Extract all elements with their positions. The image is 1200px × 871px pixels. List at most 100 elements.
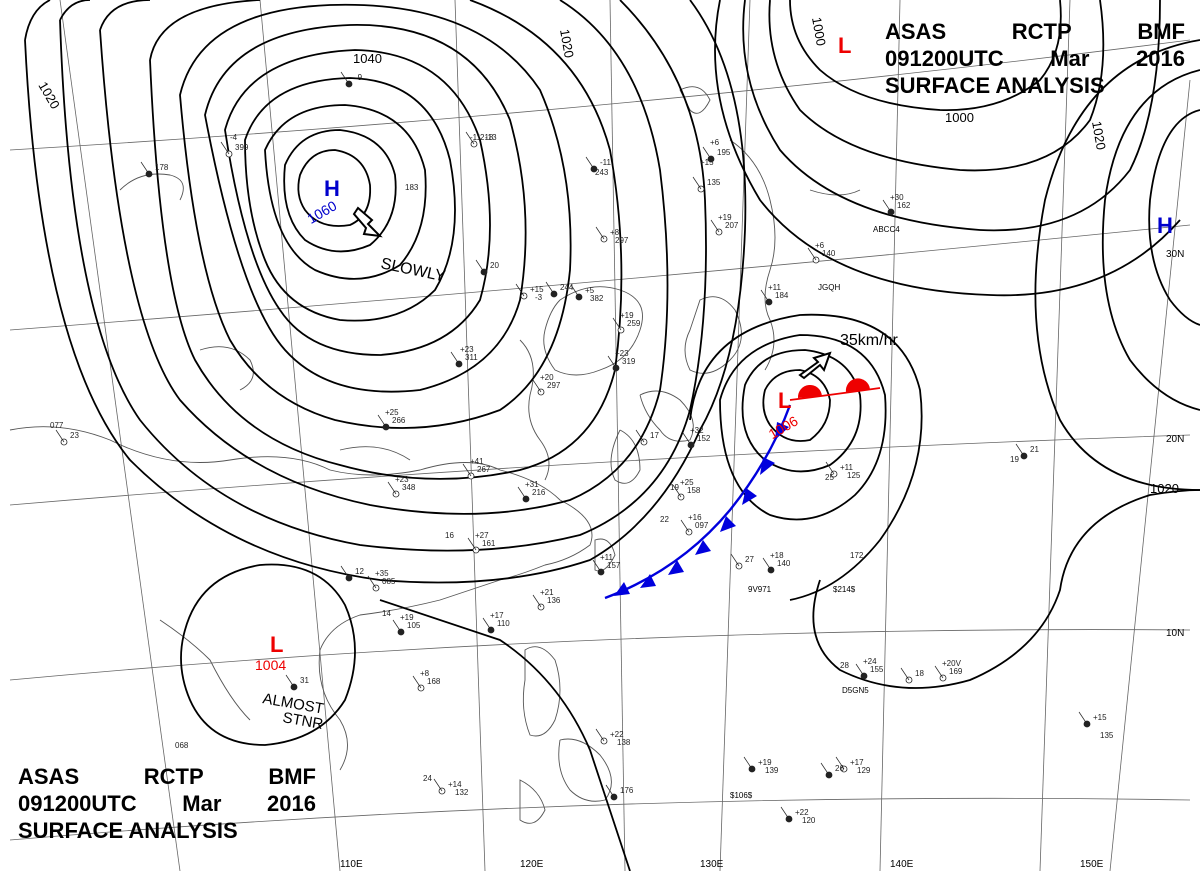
wind-barb	[1078, 711, 1088, 725]
wind-barb	[692, 176, 702, 190]
station-value: -9	[355, 73, 363, 82]
wind-barb	[412, 675, 422, 689]
station-value: 382	[590, 294, 604, 303]
station-value: 207	[725, 221, 739, 230]
grid-labels: 30N 20N 10N 110E 120E 130E 140E 150E	[340, 249, 1184, 870]
station-value: 243	[595, 168, 609, 177]
station-value: 297	[615, 236, 629, 245]
wind-barb	[820, 762, 830, 776]
station-value: +32	[690, 426, 704, 435]
low-center-motion: 35km/hr	[840, 332, 898, 349]
station-value: 077	[50, 421, 64, 430]
wind-barb	[680, 519, 690, 533]
station-value: -3	[535, 293, 543, 302]
wind-barb	[835, 756, 845, 770]
station-value: 22	[660, 515, 669, 524]
station-value: +21	[540, 588, 554, 597]
wind-barb	[545, 281, 555, 295]
station-value: 297	[547, 381, 561, 390]
isobar-label: 1040	[353, 51, 382, 66]
station-value: 176	[620, 786, 634, 795]
station-value: +20V	[942, 659, 962, 668]
station-value: +11	[600, 553, 614, 562]
station-value: +6	[815, 241, 825, 250]
station-value: +19	[758, 758, 772, 767]
wind-barb	[532, 594, 542, 608]
station-value: +11	[768, 283, 782, 292]
station-value: 19	[1010, 455, 1019, 464]
station-value: +24	[863, 657, 877, 666]
wind-barb	[515, 283, 525, 297]
station-value: 105	[407, 621, 421, 630]
wind-barb	[475, 259, 485, 273]
wind-barb	[702, 146, 712, 160]
title-center: RCTP	[143, 764, 204, 789]
station-value: +5	[585, 286, 595, 295]
wind-barb	[762, 557, 772, 571]
title-month: Mar	[1050, 46, 1090, 71]
wind-barb	[55, 429, 65, 443]
title-year: 2016	[267, 791, 316, 816]
station-value: -11	[470, 133, 482, 142]
low-sw-motion-line2: STNR	[281, 709, 324, 733]
station-value: 399	[235, 143, 249, 152]
lat-label-10n: 10N	[1166, 628, 1184, 639]
station-circle	[60, 438, 68, 446]
lon-label-150e: 150E	[1080, 859, 1104, 870]
station-value: +6	[710, 138, 720, 147]
station-value: +35	[375, 569, 389, 578]
lat-lon-grid	[9, 0, 1191, 871]
lon-label-110e: 110E	[340, 859, 363, 870]
station-value: 157	[607, 561, 621, 570]
wind-barb	[825, 461, 835, 475]
title-product: SURFACE ANALYSIS	[885, 73, 1105, 98]
isobar-label: 1020	[557, 28, 577, 59]
station-value: 158	[687, 486, 701, 495]
station-value: 172	[850, 551, 864, 560]
wind-barb	[607, 355, 617, 369]
high-east-symbol: H	[1157, 213, 1173, 238]
lon-label-140e: 140E	[890, 859, 914, 870]
station-value: +19	[620, 311, 634, 320]
station-value: +22	[795, 808, 809, 817]
title-agency: ASAS	[885, 19, 947, 44]
station-value: 169	[949, 667, 963, 676]
annotation: $106$	[730, 791, 753, 800]
lon-label-130e: 130E	[700, 859, 724, 870]
isobar-label: 1000	[809, 16, 829, 47]
station-value: +41	[470, 457, 484, 466]
station-value: 195	[717, 148, 731, 157]
wind-barb	[934, 665, 944, 679]
wind-barb	[450, 351, 460, 365]
map-title-bottom: ASAS RCTP BMF 091200UTC Mar 2016 SURFACE ANA…	[18, 763, 316, 844]
wind-barb	[482, 617, 492, 631]
wind-barb	[605, 784, 615, 798]
title-year: 2016	[1136, 46, 1185, 71]
station-value: 178	[155, 163, 169, 172]
station-value: 21	[1030, 445, 1039, 454]
station-value: +16	[688, 513, 702, 522]
station-value: 139	[765, 766, 779, 775]
warm-front	[789, 378, 881, 401]
station-value: 162	[897, 201, 911, 210]
wind-barb	[710, 219, 720, 233]
low-ne-symbol: L	[838, 33, 851, 58]
map-title-top: ASAS RCTP BMF 091200UTC Mar 2016 SURFACE ANA…	[885, 18, 1185, 99]
station-value: 19	[670, 483, 679, 492]
wind-barb	[532, 379, 542, 393]
wind-barb	[855, 663, 865, 677]
station-value: -4	[230, 133, 238, 142]
wind-barb	[340, 565, 350, 579]
isobar-label: 1020	[1089, 120, 1109, 151]
isobars	[24, 0, 1200, 871]
title-agency: ASAS	[18, 764, 80, 789]
station-value: +17	[490, 611, 504, 620]
wind-barb	[807, 247, 817, 261]
lat-label-30n: 30N	[1166, 249, 1184, 260]
wind-barb	[462, 463, 472, 477]
station-value: 085	[382, 577, 396, 586]
title-time: 091200UTC	[885, 46, 1004, 71]
station-value: +31	[525, 480, 539, 489]
